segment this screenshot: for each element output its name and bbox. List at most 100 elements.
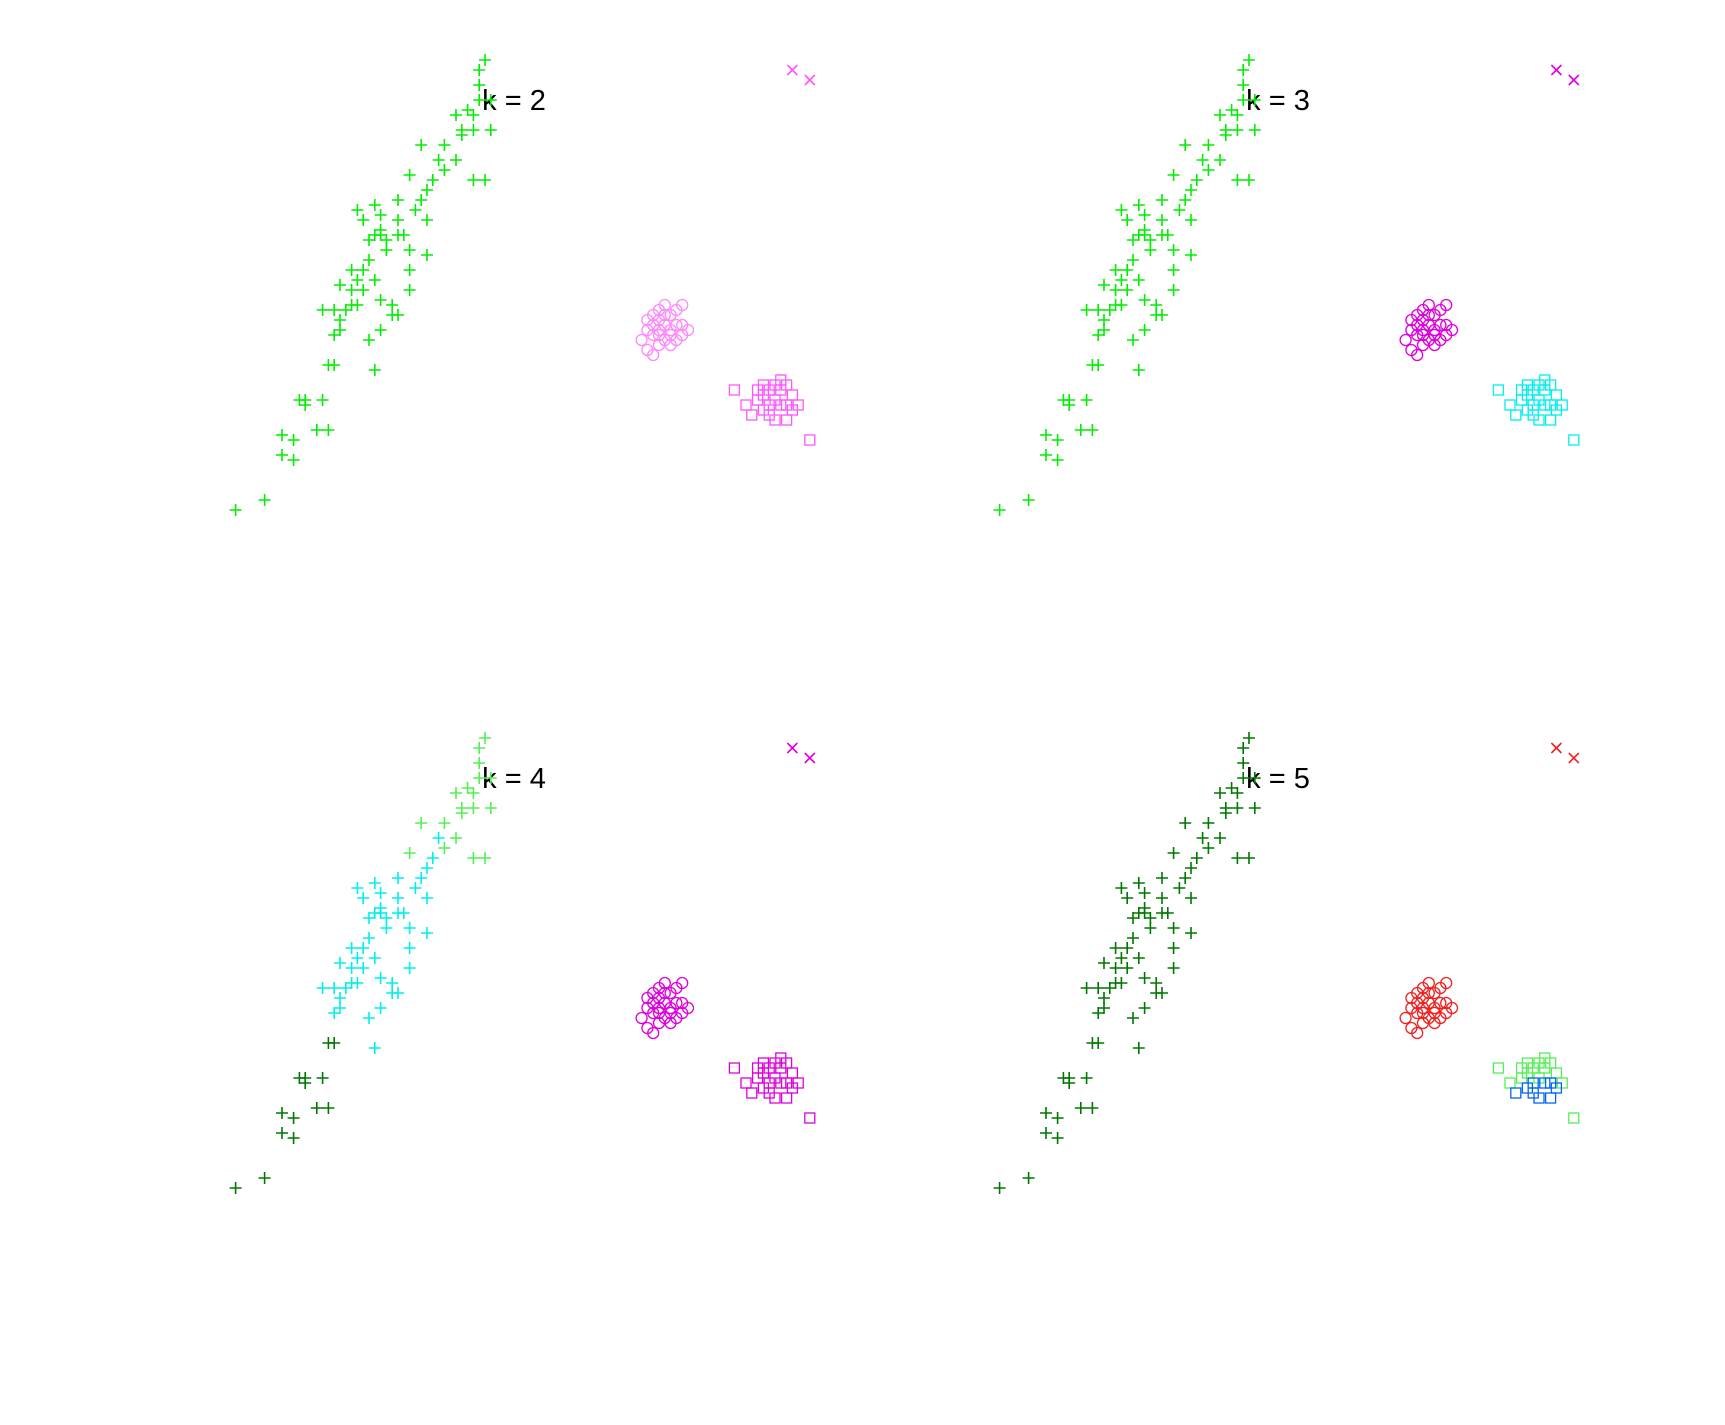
plus-marker: [1127, 1012, 1139, 1024]
plus-marker: [1231, 124, 1244, 136]
plus-marker: [1231, 852, 1244, 864]
square-marker: [792, 1077, 804, 1089]
plus-marker: [1185, 892, 1197, 904]
plus-marker: [1121, 214, 1134, 226]
plus-marker: [1022, 494, 1035, 506]
plus-marker: [1248, 124, 1261, 136]
circle-marker: [1440, 298, 1453, 312]
plus-marker: [328, 359, 341, 371]
plus-marker: [258, 494, 271, 506]
plus-marker: [1167, 169, 1180, 181]
plus-marker: [1103, 982, 1116, 994]
plus-marker: [1121, 264, 1134, 276]
plus-marker: [351, 977, 364, 989]
plus-marker: [1167, 962, 1180, 974]
plus-marker: [1156, 214, 1168, 226]
scatter-panel-k2: k = 2: [229, 54, 816, 516]
plot-area: [993, 732, 1580, 1194]
plus-marker: [316, 982, 329, 994]
plus-marker: [351, 204, 364, 216]
plus-marker: [467, 109, 480, 121]
square-marker: [1504, 1077, 1516, 1089]
plus-marker: [1196, 154, 1209, 166]
circle-marker: [1405, 313, 1418, 327]
plus-marker: [467, 802, 480, 814]
plus-marker: [368, 274, 381, 286]
square-marker: [763, 384, 775, 396]
plus-marker: [403, 244, 416, 256]
plus-marker: [473, 94, 486, 106]
plus-marker: [1132, 877, 1145, 889]
plus-marker: [1086, 1102, 1099, 1114]
circle-marker: [670, 318, 683, 332]
plus-marker: [479, 54, 491, 66]
plus-marker: [351, 274, 364, 286]
plus-marker: [287, 1132, 300, 1144]
plus-marker: [467, 124, 480, 136]
plus-marker: [357, 284, 370, 296]
plus-marker: [374, 294, 387, 306]
x-marker: [786, 64, 798, 76]
square-marker: [775, 1052, 787, 1064]
square-marker: [1510, 409, 1522, 421]
plus-marker: [1202, 164, 1215, 176]
plus-marker: [426, 174, 439, 186]
plus-marker: [421, 249, 433, 261]
square-marker: [1539, 1077, 1551, 1089]
plus-marker: [386, 987, 399, 999]
plus-marker: [1051, 1112, 1064, 1124]
x-marker: [804, 74, 816, 86]
scatter-panel-k4: k = 4: [229, 732, 816, 1194]
plus-marker: [1185, 214, 1197, 226]
plus-marker: [1063, 1077, 1076, 1089]
plus-marker: [1161, 907, 1174, 919]
circle-marker: [676, 298, 689, 312]
plus-marker: [473, 757, 486, 769]
square-marker: [786, 1067, 799, 1079]
plus-marker: [1115, 299, 1128, 311]
plus-marker: [1156, 892, 1168, 904]
plus-marker: [1231, 802, 1244, 814]
plus-marker: [421, 892, 433, 904]
plus-marker: [1231, 174, 1244, 186]
plus-marker: [1202, 139, 1215, 151]
plus-marker: [1185, 249, 1197, 261]
plus-marker: [351, 299, 364, 311]
panel-title: k = 3: [1246, 85, 1310, 117]
plus-marker: [328, 329, 341, 341]
square-marker: [763, 1062, 775, 1074]
plus-marker: [1098, 957, 1110, 969]
plus-marker: [1179, 194, 1192, 206]
square-marker: [769, 1092, 781, 1104]
plus-marker: [438, 139, 451, 151]
circle-marker: [681, 1001, 695, 1015]
plus-marker: [1156, 194, 1168, 206]
plus-marker: [1179, 139, 1192, 151]
plus-marker: [1243, 732, 1255, 744]
plus-marker: [1109, 284, 1122, 296]
plus-marker: [1092, 304, 1105, 316]
plus-marker: [1121, 942, 1134, 954]
plus-marker: [310, 424, 323, 436]
plus-marker: [357, 264, 370, 276]
circle-marker: [1428, 328, 1441, 342]
square-marker: [1527, 1062, 1539, 1074]
plus-marker: [484, 94, 497, 106]
circle-marker: [681, 323, 695, 337]
plus-marker: [299, 1077, 312, 1089]
x-marker: [1550, 64, 1562, 76]
plus-marker: [380, 912, 393, 924]
square-marker: [1539, 374, 1551, 386]
plus-marker: [1127, 912, 1139, 924]
plus-marker: [403, 264, 416, 276]
plus-marker: [374, 224, 387, 236]
plus-marker: [1132, 199, 1145, 211]
plus-marker: [1138, 324, 1151, 336]
plus-marker: [403, 962, 416, 974]
plus-marker: [1127, 932, 1139, 944]
plus-marker: [1092, 329, 1105, 341]
plus-marker: [1173, 882, 1186, 894]
plus-marker: [432, 154, 445, 166]
plus-marker: [351, 952, 364, 964]
plus-marker: [1115, 274, 1128, 286]
